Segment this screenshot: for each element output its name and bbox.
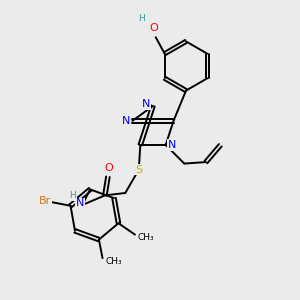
Text: S: S xyxy=(135,165,142,175)
Text: N: N xyxy=(122,116,130,126)
Text: N: N xyxy=(142,99,151,110)
Text: O: O xyxy=(150,22,159,33)
Text: CH₃: CH₃ xyxy=(137,233,154,242)
Text: H: H xyxy=(138,14,145,23)
Text: N: N xyxy=(168,140,176,150)
Text: Br: Br xyxy=(39,196,52,206)
Text: O: O xyxy=(104,164,113,173)
Text: H: H xyxy=(69,191,76,200)
Text: N: N xyxy=(76,199,84,208)
Text: CH₃: CH₃ xyxy=(105,257,122,266)
